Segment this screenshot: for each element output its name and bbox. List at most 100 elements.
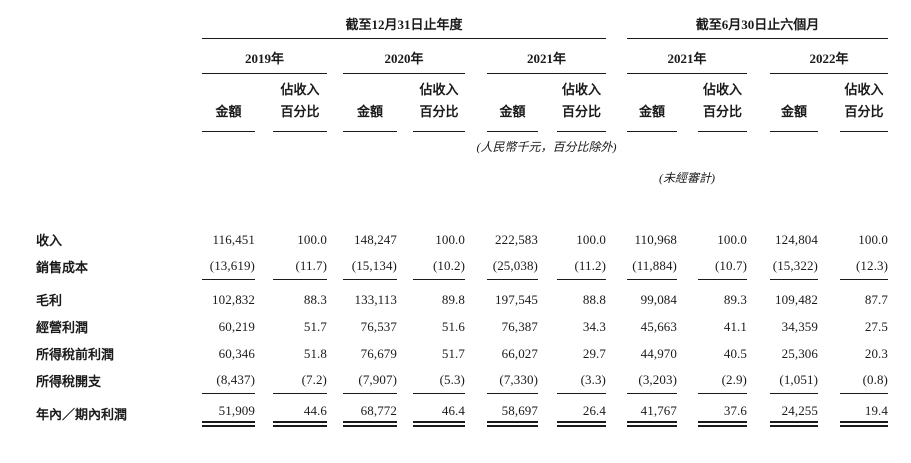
pct-header-line1: 佔收入: [844, 82, 884, 97]
pct-cell: 100.0: [858, 231, 888, 247]
amount-cell: 102,832: [212, 291, 255, 307]
pct-cell: 100.0: [297, 231, 327, 247]
amount-header: 金額: [343, 74, 397, 132]
amount-cell: 124,804: [775, 231, 818, 247]
pct-cell: 51.7: [441, 345, 465, 361]
amount-cell: 76,679: [360, 345, 397, 361]
amount-header: 金額: [770, 74, 818, 132]
currency-note-row: (人民幣千元，百分比除外): [36, 132, 911, 160]
amount-cell: 24,255: [770, 400, 818, 427]
pct-cell: 100.0: [717, 231, 747, 247]
row-label: 經營利潤: [36, 320, 89, 335]
pct-header-line2: 百分比: [561, 104, 601, 119]
amount-cell: 76,537: [360, 318, 397, 334]
amount-cell: 60,346: [218, 345, 255, 361]
year-header-2019: 2019年: [202, 38, 327, 74]
table-row-cost-of-sales: 銷售成本 (13,619) (11.7) (15,134) (10.2) (25…: [36, 253, 911, 280]
amount-cell: 68,772: [343, 400, 397, 427]
year-header-2020: 2020年: [343, 38, 465, 74]
row-label: 所得稅前利潤: [36, 347, 115, 362]
pct-cell: (11.7): [273, 253, 327, 280]
pct-cell: (0.8): [840, 367, 888, 394]
amount-cell: 44,970: [640, 345, 677, 361]
amount-cell: 45,663: [640, 318, 677, 334]
amount-header-label: 金額: [356, 104, 383, 119]
amount-cell: 66,027: [501, 345, 538, 361]
amount-cell: 222,583: [495, 231, 538, 247]
amount-header-label: 金額: [638, 104, 665, 119]
pct-header: 佔收入 百分比: [840, 74, 888, 132]
amount-header-label: 金額: [215, 104, 242, 119]
pct-cell: (3.3): [557, 367, 606, 394]
pct-cell: (7.2): [273, 367, 327, 394]
pct-header-line1: 佔收入: [702, 82, 742, 97]
amount-cell: (7,330): [487, 367, 538, 394]
pct-cell: 89.3: [723, 291, 747, 307]
pct-header: 佔收入 百分比: [698, 74, 747, 132]
pct-header-line1: 佔收入: [419, 82, 459, 97]
row-label: 銷售成本: [36, 260, 89, 275]
pct-cell: (10.2): [413, 253, 465, 280]
pct-cell: 88.3: [303, 291, 327, 307]
pct-cell: 51.7: [303, 318, 327, 334]
pct-header: 佔收入 百分比: [273, 74, 327, 132]
currency-note: (人民幣千元，百分比除外): [477, 132, 617, 160]
pct-cell: 27.5: [864, 318, 888, 334]
amount-cell: 60,219: [218, 318, 255, 334]
pct-cell: 51.6: [441, 318, 465, 334]
row-label: 年內／期內利潤: [36, 407, 128, 422]
pct-cell: 46.4: [413, 400, 465, 427]
pct-cell: (11.2): [557, 253, 606, 280]
pct-cell: 29.7: [582, 345, 606, 361]
amount-cell: (7,907): [343, 367, 397, 394]
pct-header-line1: 佔收入: [561, 82, 601, 97]
year-header-2021-annual: 2021年: [487, 38, 606, 74]
pct-cell: (2.9): [698, 367, 747, 394]
column-header-row: 金額 佔收入 百分比 金額 佔收入 百分比 金額 佔收入 百分比 金額 佔收入 百分比 …: [36, 74, 911, 132]
amount-cell: 34,359: [781, 318, 818, 334]
amount-cell: (15,322): [770, 253, 818, 280]
pct-header-line2: 百分比: [844, 104, 884, 119]
header-body-spacer: [36, 190, 911, 226]
amount-header-label: 金額: [499, 104, 526, 119]
row-label: 毛利: [36, 293, 63, 308]
amount-header: 金額: [202, 74, 255, 132]
currency-note-text: (人民幣千元，百分比除外): [476, 139, 617, 154]
amount-cell: 51,909: [202, 400, 255, 427]
pct-header: 佔收入 百分比: [557, 74, 606, 132]
pct-header-line1: 佔收入: [280, 82, 320, 97]
pct-cell: 26.4: [557, 400, 606, 427]
table-row-gross-profit: 毛利 102,832 88.3 133,113 89.8 197,545 88.…: [36, 286, 911, 313]
pct-header-line2: 百分比: [702, 104, 742, 119]
period-header-interim: 截至6月30日止六個月: [627, 14, 888, 39]
amount-cell: 99,084: [640, 291, 677, 307]
pct-cell: (5.3): [413, 367, 465, 394]
amount-cell: (8,437): [202, 367, 255, 394]
amount-header: 金額: [627, 74, 677, 132]
amount-header-label: 金額: [780, 104, 807, 119]
pct-cell: 100.0: [435, 231, 465, 247]
pct-header: 佔收入 百分比: [413, 74, 465, 132]
amount-cell: (1,051): [770, 367, 818, 394]
unaudited-note: (未經審計): [627, 160, 747, 190]
amount-cell: 133,113: [354, 291, 397, 307]
amount-cell: (11,884): [627, 253, 677, 280]
pct-cell: 40.5: [723, 345, 747, 361]
pct-cell: 87.7: [864, 291, 888, 307]
amount-cell: 109,482: [775, 291, 818, 307]
amount-header: 金額: [487, 74, 538, 132]
pct-cell: 41.1: [723, 318, 747, 334]
year-header-2022: 2022年: [770, 38, 888, 74]
pct-cell: 51.8: [303, 345, 327, 361]
pct-cell: 88.8: [582, 291, 606, 307]
pct-header-line2: 百分比: [419, 104, 459, 119]
table-row-operating-profit: 經營利潤 60,219 51.7 76,537 51.6 76,387 34.3…: [36, 313, 911, 340]
year-header-row: 2019年 2020年 2021年 2021年 2022年: [36, 38, 911, 74]
amount-cell: 41,767: [627, 400, 677, 427]
period-group-header-row: 截至12月31日止年度 截至6月30日止六個月: [36, 14, 911, 39]
amount-cell: 110,968: [634, 231, 677, 247]
period-header-annual: 截至12月31日止年度: [202, 14, 606, 39]
unaudited-note-text: (未經審計): [659, 171, 715, 185]
amount-cell: (3,203): [627, 367, 677, 394]
